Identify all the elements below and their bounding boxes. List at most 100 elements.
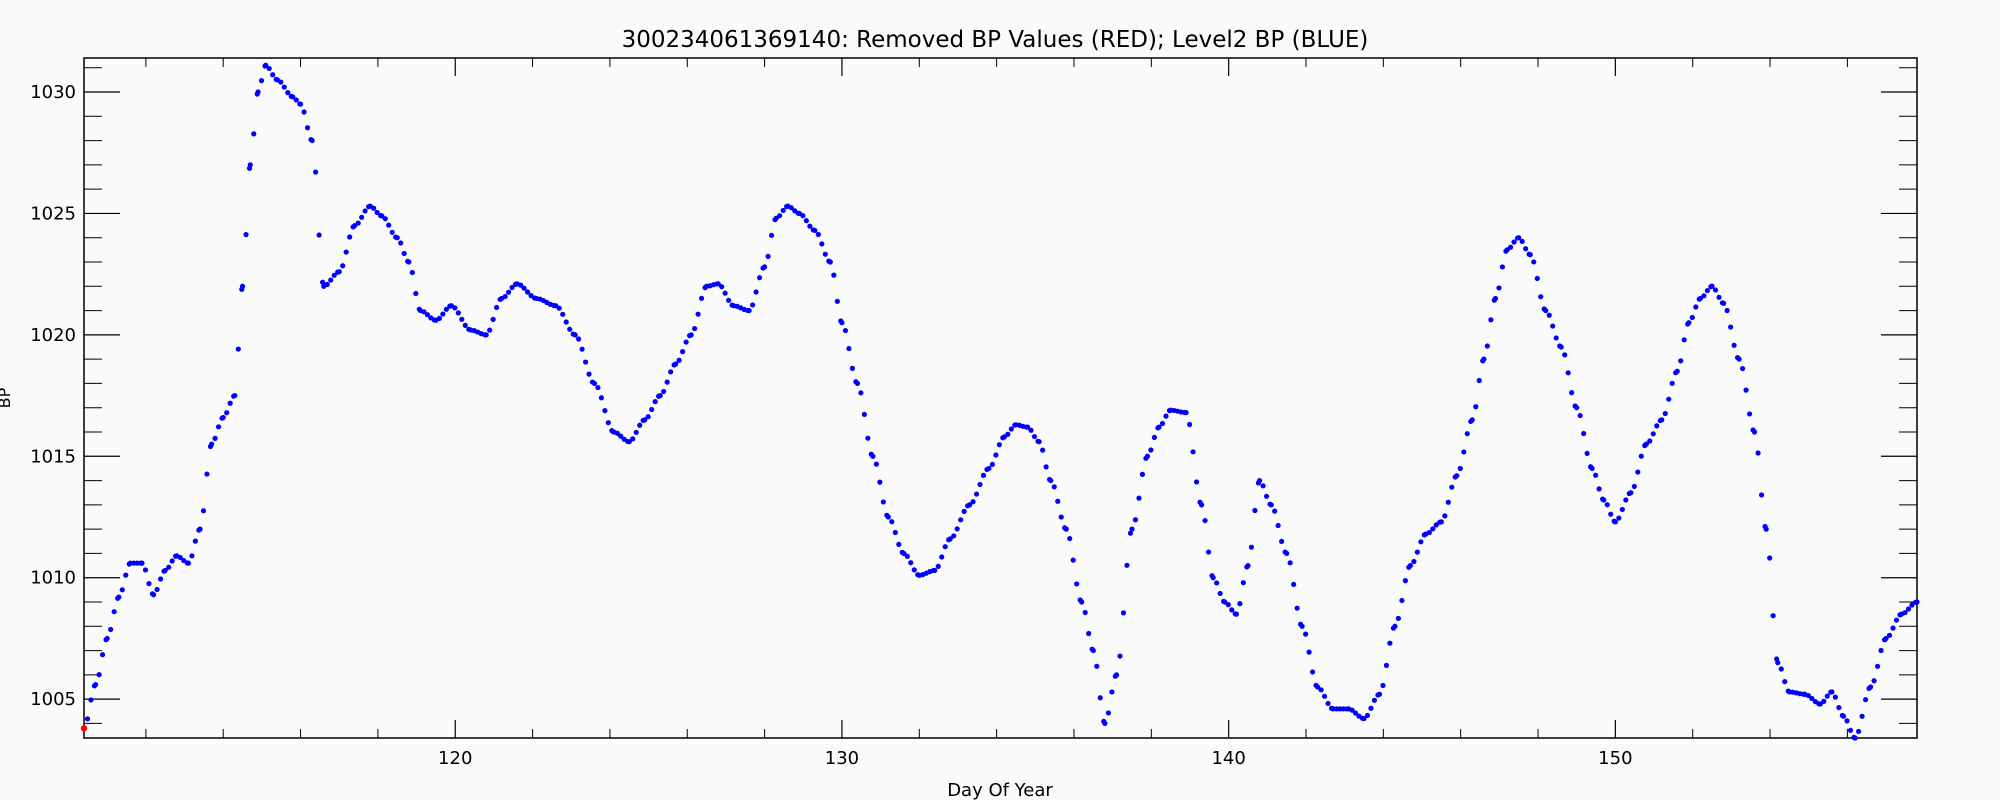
level2-bp-point [1240, 580, 1246, 586]
level2-bp-point [849, 365, 855, 371]
level2-bp-point [1193, 479, 1200, 485]
level2-bp-point [108, 626, 114, 633]
level2-bp-point [750, 302, 756, 308]
level2-bp-point [1438, 519, 1444, 525]
level2-bp-point [224, 410, 230, 416]
level2-bp-point [892, 529, 898, 536]
level2-bp-point [932, 567, 938, 574]
level2-bp-point [579, 346, 585, 352]
level2-bp-point [139, 560, 145, 566]
level2-bp-point [788, 205, 794, 211]
level2-bp-point [142, 567, 149, 573]
level2-bp-point [1914, 599, 1920, 605]
level2-bp-point [192, 538, 198, 544]
level2-bp-point [1659, 417, 1665, 423]
level2-bp-point [1635, 469, 1641, 475]
level2-bp-point [1577, 412, 1583, 419]
level2-bp-point [692, 325, 698, 332]
level2-bp-point [765, 253, 771, 259]
level2-bp-point [595, 384, 601, 391]
level2-bp-point [200, 508, 207, 514]
level2-bp-point [1352, 710, 1359, 716]
level2-bp-point [1082, 609, 1088, 616]
level2-bp-point [1008, 426, 1014, 432]
level2-bp-point [506, 289, 512, 295]
level2-bp-point [455, 310, 461, 316]
level2-bp-point [1229, 607, 1235, 613]
level2-bp-point [386, 222, 392, 228]
level2-bp-point [297, 101, 304, 107]
level2-bp-point [421, 309, 427, 315]
level2-bp-point [1225, 602, 1231, 608]
level2-bp-point [371, 205, 377, 211]
level2-bp-point [563, 319, 569, 325]
level2-bp-point [977, 481, 983, 488]
level2-bp-point [293, 97, 299, 103]
level2-bp-point [1237, 601, 1243, 607]
level2-bp-point [1821, 698, 1827, 704]
level2-bp-point [1325, 700, 1331, 707]
level2-bp-point [1252, 507, 1258, 514]
level2-bp-point [1662, 410, 1668, 417]
level2-bp-point [861, 411, 867, 418]
level2-bp-point [1824, 693, 1830, 699]
level2-bp-point [281, 84, 287, 90]
level2-bp-point [347, 234, 353, 240]
level2-bp-point [1124, 562, 1130, 568]
level2-bp-point [1043, 464, 1049, 470]
level2-bp-point [1051, 484, 1057, 490]
y-tick-label: 1020 [30, 325, 76, 346]
level2-bp-point [1608, 511, 1614, 517]
level2-bp-point [490, 316, 496, 322]
level2-bp-point [652, 398, 658, 405]
level2-bp-point [873, 461, 879, 467]
level2-bp-point [877, 479, 883, 485]
level2-bp-point [1097, 695, 1103, 701]
level2-bp-point [1040, 447, 1046, 453]
y-tick-label: 1015 [30, 446, 76, 467]
level2-bp-point [842, 327, 849, 334]
level2-bp-point [1256, 477, 1263, 484]
level2-bp-point [1376, 691, 1383, 697]
level2-bp-point [1148, 447, 1154, 453]
level2-bp-point [1862, 697, 1869, 703]
level2-bp-point [162, 567, 168, 574]
level2-bp-point [1746, 411, 1753, 417]
level2-bp-point [185, 560, 192, 566]
level2-bp-point [822, 251, 828, 257]
level2-bp-point [605, 420, 611, 426]
level2-bp-point [215, 424, 222, 430]
level2-bp-point [1484, 343, 1490, 349]
level2-bp-point [695, 311, 701, 317]
level2-bp-point [1883, 635, 1889, 642]
level2-bp-point [1309, 669, 1316, 675]
level2-bp-point [633, 429, 639, 436]
level2-bp-point [657, 392, 663, 399]
level2-bp-point [649, 406, 655, 413]
level2-bp-point [1689, 314, 1695, 321]
level2-bp-point [1736, 356, 1742, 362]
level2-bp-point [996, 442, 1002, 448]
level2-bp-point [239, 283, 246, 289]
level2-bp-point [212, 435, 218, 441]
level2-bp-point [459, 316, 465, 322]
level2-bp-point [1279, 538, 1285, 544]
level2-bp-point [986, 465, 992, 472]
level2-bp-point [116, 594, 122, 600]
level2-bp-point [1395, 615, 1402, 622]
x-axis-label: Day Of Year [947, 780, 1053, 800]
level2-bp-point [1217, 590, 1223, 597]
level2-bp-point [1202, 517, 1208, 524]
level2-bp-point [1268, 502, 1274, 508]
level2-bp-point [1704, 287, 1711, 294]
level2-bp-point [1527, 252, 1533, 258]
level2-bp-point [1893, 617, 1900, 623]
level2-bp-point [935, 563, 941, 569]
level2-bp-point [1516, 235, 1522, 241]
level2-bp-point [1758, 492, 1765, 498]
level2-bp-point [715, 281, 721, 287]
level2-bp-point [1445, 499, 1451, 505]
level2-bp-point [1716, 294, 1722, 300]
level2-bp-point [777, 213, 783, 219]
level2-bp-point [157, 576, 164, 582]
